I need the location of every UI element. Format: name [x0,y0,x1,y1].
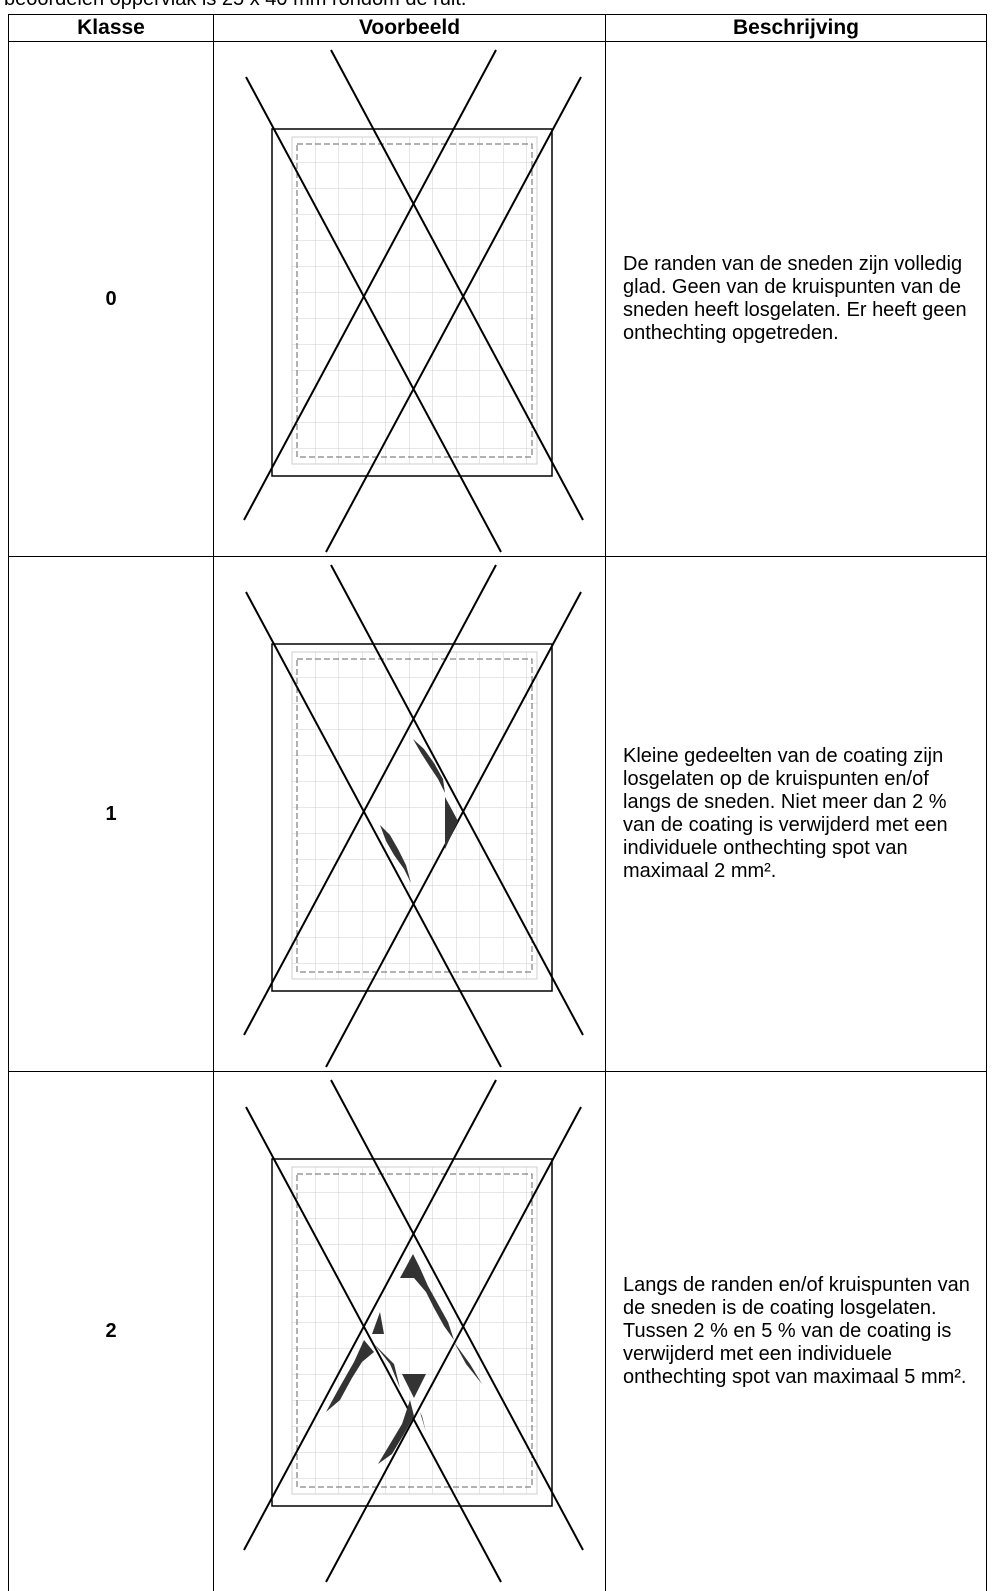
class-cell: 1 [8,556,213,1071]
description-cell: De randen van de sneden zijn volledig gl… [605,41,987,556]
example-cell [213,556,605,1071]
class-cell: 2 [8,1071,213,1591]
description-cell: Kleine gedeelten van de coating zijn los… [605,556,987,1071]
intro-text: beoordelen oppervlak is 25 x 40 mm rondo… [4,0,466,11]
header-cell: Klasse [8,14,213,41]
header-cell: Voorbeeld [213,14,605,41]
example-drawing [214,1072,606,1587]
example-cell [213,1071,605,1591]
example-drawing [214,42,606,557]
description-cell: Langs de randen en/of kruispunten van de… [605,1071,987,1591]
example-drawing [214,557,606,1072]
header-cell: Beschrijving [605,14,987,41]
class-cell: 0 [8,41,213,556]
example-cell [213,41,605,556]
